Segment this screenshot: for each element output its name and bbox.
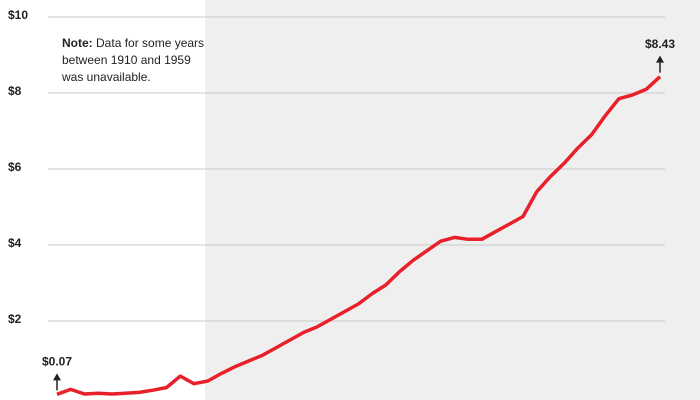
annotation-arrowhead — [656, 55, 664, 63]
y-tick-label: $10 — [8, 8, 28, 22]
note-label: Note: — [62, 36, 93, 50]
unavailable-band — [0, 0, 205, 400]
note-line: Data for some years — [96, 36, 204, 50]
note-line: between 1910 and 1959 — [62, 53, 191, 67]
y-tick-label: $8 — [8, 84, 22, 98]
annotation-arrowhead — [53, 373, 61, 381]
note-line: was unavailable. — [61, 70, 151, 84]
y-tick-label: $4 — [8, 236, 22, 250]
y-tick-label: $6 — [8, 160, 22, 174]
data-label: $0.07 — [42, 355, 72, 369]
line — [56, 75, 662, 396]
y-tick-label: $2 — [8, 312, 22, 326]
note: Note: Data for some years — [62, 36, 204, 50]
grid — [48, 16, 665, 322]
data-label: $8.43 — [645, 37, 675, 51]
